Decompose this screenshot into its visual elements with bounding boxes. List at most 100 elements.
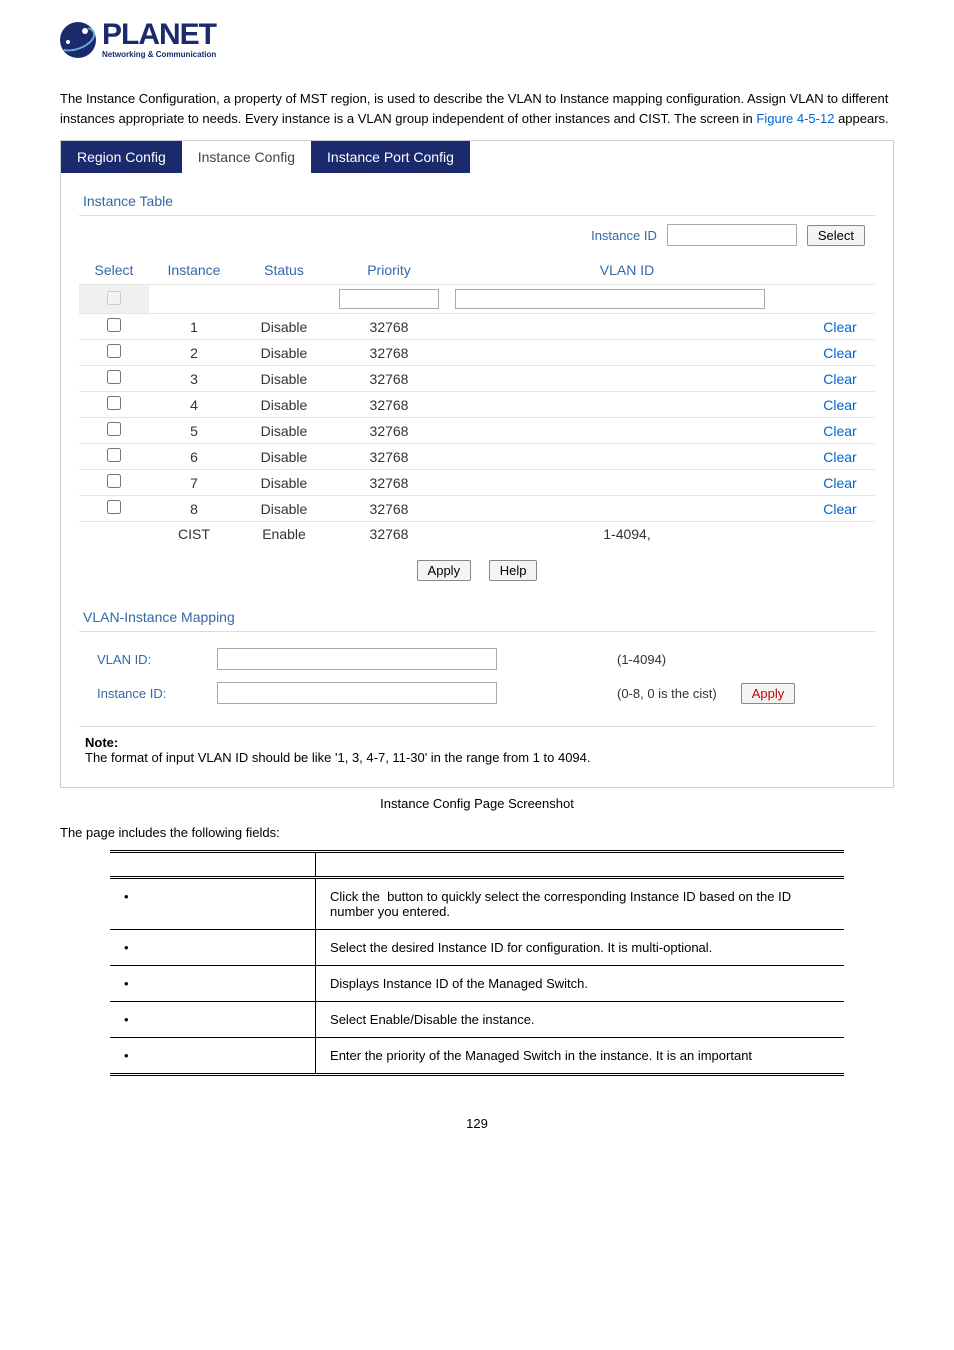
- instance-id-label: Instance ID: [591, 228, 657, 243]
- screenshot-caption: Instance Config Page Screenshot: [60, 796, 894, 811]
- apply-button[interactable]: Apply: [417, 560, 472, 581]
- cell-priority: 32768: [329, 470, 449, 496]
- fields-object: [110, 930, 315, 966]
- priority-filter-input[interactable]: [339, 289, 439, 309]
- note-block: Note: The format of input VLAN ID should…: [79, 726, 875, 771]
- cell-priority: 32768: [329, 444, 449, 470]
- cell-instance: 8: [149, 496, 239, 522]
- fields-table: Click the button to quickly select the c…: [110, 850, 844, 1076]
- row-checkbox[interactable]: [107, 396, 121, 410]
- cell-instance: 4: [149, 392, 239, 418]
- cell-priority: 32768: [329, 496, 449, 522]
- table-row: 4 Disable 32768 Clear: [79, 392, 875, 418]
- clear-link[interactable]: Clear: [823, 345, 856, 361]
- cell-vlan: 1-4094,: [449, 522, 805, 547]
- cell-instance: 7: [149, 470, 239, 496]
- cell-vlan: [449, 496, 805, 522]
- help-button[interactable]: Help: [489, 560, 538, 581]
- row-checkbox[interactable]: [107, 318, 121, 332]
- mapping-apply-button[interactable]: Apply: [741, 683, 796, 704]
- row-checkbox[interactable]: [107, 344, 121, 358]
- fields-col-description: [316, 852, 844, 878]
- row-checkbox[interactable]: [107, 474, 121, 488]
- clear-link[interactable]: Clear: [823, 397, 856, 413]
- instance-table-title: Instance Table: [79, 185, 875, 216]
- cell-priority: 32768: [329, 366, 449, 392]
- clear-link[interactable]: Clear: [823, 423, 856, 439]
- tab-region-config[interactable]: Region Config: [61, 141, 182, 173]
- cell-instance: 5: [149, 418, 239, 444]
- col-status: Status: [239, 256, 329, 285]
- fields-description: Select Enable/Disable the instance.: [316, 1002, 844, 1038]
- cell-status: Disable: [239, 470, 329, 496]
- table-row: 1 Disable 32768 Clear: [79, 314, 875, 340]
- clear-link[interactable]: Clear: [823, 449, 856, 465]
- row-checkbox[interactable]: [107, 422, 121, 436]
- cell-vlan: [449, 314, 805, 340]
- cell-status: Enable: [239, 522, 329, 547]
- cell-priority: 32768: [329, 522, 449, 547]
- logo-brand: PLANET: [102, 20, 216, 50]
- table-row: 8 Disable 32768 Clear: [79, 496, 875, 522]
- cell-instance: CIST: [149, 522, 239, 547]
- cell-priority: 32768: [329, 340, 449, 366]
- col-priority: Priority: [329, 256, 449, 285]
- clear-link[interactable]: Clear: [823, 475, 856, 491]
- fields-row: Displays Instance ID of the Managed Swit…: [110, 966, 844, 1002]
- tabs: Region Config Instance Config Instance P…: [61, 141, 893, 173]
- fields-intro: The page includes the following fields:: [60, 825, 894, 840]
- cell-priority: 32768: [329, 314, 449, 340]
- clear-link[interactable]: Clear: [823, 319, 856, 335]
- cell-status: Disable: [239, 392, 329, 418]
- tab-instance-config[interactable]: Instance Config: [182, 141, 311, 173]
- fields-description: Select the desired Instance ID for confi…: [316, 930, 844, 966]
- clear-link[interactable]: Clear: [823, 371, 856, 387]
- cell-vlan: [449, 470, 805, 496]
- row-checkbox[interactable]: [107, 370, 121, 384]
- cell-instance: 6: [149, 444, 239, 470]
- cell-vlan: [449, 444, 805, 470]
- logo: PLANET Networking & Communication: [60, 20, 894, 59]
- intro-paragraph: The Instance Configuration, a property o…: [60, 89, 894, 128]
- cell-status: Disable: [239, 496, 329, 522]
- tab-instance-port-config[interactable]: Instance Port Config: [311, 141, 470, 173]
- cell-instance: 3: [149, 366, 239, 392]
- cell-vlan: [449, 418, 805, 444]
- mapping-instance-id-hint: (0-8, 0 is the cist): [617, 686, 717, 701]
- logo-tagline: Networking & Communication: [102, 50, 216, 59]
- vlan-id-label: VLAN ID:: [87, 652, 217, 667]
- cell-vlan: [449, 340, 805, 366]
- fields-object: [110, 1002, 315, 1038]
- intro-text-2: appears.: [834, 111, 888, 126]
- table-row: 5 Disable 32768 Clear: [79, 418, 875, 444]
- table-row: 6 Disable 32768 Clear: [79, 444, 875, 470]
- fields-description: Displays Instance ID of the Managed Swit…: [316, 966, 844, 1002]
- cell-instance: 1: [149, 314, 239, 340]
- instance-table: Select Instance Status Priority VLAN ID: [79, 256, 875, 546]
- table-row: 7 Disable 32768 Clear: [79, 470, 875, 496]
- page-number: 129: [60, 1116, 894, 1131]
- col-vlan: VLAN ID: [449, 256, 805, 285]
- col-select: Select: [79, 256, 149, 285]
- fields-object: [110, 966, 315, 1002]
- cell-vlan: [449, 366, 805, 392]
- fields-col-object: [110, 852, 315, 878]
- vlan-filter-input[interactable]: [455, 289, 765, 309]
- fields-object: [110, 1038, 315, 1075]
- clear-link[interactable]: Clear: [823, 501, 856, 517]
- figure-link[interactable]: Figure 4-5-12: [756, 111, 834, 126]
- cell-priority: 32768: [329, 392, 449, 418]
- mapping-instance-id-input[interactable]: [217, 682, 497, 704]
- fields-row: Click the button to quickly select the c…: [110, 878, 844, 930]
- note-text: The format of input VLAN ID should be li…: [85, 750, 591, 765]
- cell-priority: 32768: [329, 418, 449, 444]
- instance-id-input[interactable]: [667, 224, 797, 246]
- cell-vlan: [449, 392, 805, 418]
- row-checkbox[interactable]: [107, 448, 121, 462]
- select-button[interactable]: Select: [807, 225, 865, 246]
- row-checkbox[interactable]: [107, 500, 121, 514]
- fields-row: Enter the priority of the Managed Switch…: [110, 1038, 844, 1075]
- table-row-cist: CIST Enable 32768 1-4094,: [79, 522, 875, 547]
- vlan-id-input[interactable]: [217, 648, 497, 670]
- fields-description: Enter the priority of the Managed Switch…: [316, 1038, 844, 1075]
